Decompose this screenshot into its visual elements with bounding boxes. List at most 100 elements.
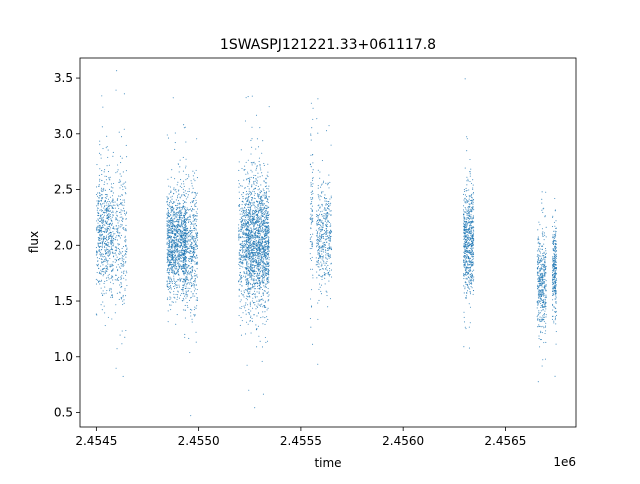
data-point bbox=[179, 224, 181, 226]
data-point bbox=[256, 346, 258, 348]
data-point bbox=[104, 249, 106, 251]
data-point bbox=[261, 229, 263, 231]
data-point bbox=[326, 222, 328, 224]
data-point bbox=[112, 296, 114, 298]
data-point bbox=[243, 232, 245, 234]
data-point bbox=[268, 213, 270, 215]
data-point bbox=[324, 274, 326, 276]
data-point bbox=[111, 270, 113, 272]
data-point bbox=[169, 245, 171, 247]
data-point bbox=[166, 285, 168, 288]
data-point bbox=[262, 245, 264, 247]
data-point bbox=[113, 237, 115, 239]
data-point bbox=[255, 178, 257, 180]
data-point bbox=[259, 300, 261, 302]
data-point bbox=[247, 218, 249, 220]
data-point bbox=[97, 212, 99, 214]
data-point bbox=[324, 232, 326, 234]
data-point bbox=[243, 227, 245, 229]
data-point bbox=[310, 241, 312, 243]
data-point bbox=[243, 206, 246, 208]
data-point bbox=[247, 274, 249, 276]
data-point bbox=[246, 230, 248, 232]
data-point bbox=[312, 198, 314, 200]
data-point bbox=[172, 260, 175, 262]
data-point bbox=[250, 244, 252, 247]
data-point bbox=[259, 127, 261, 129]
data-point bbox=[181, 289, 183, 291]
data-point bbox=[252, 270, 255, 272]
data-point bbox=[249, 296, 251, 298]
data-point bbox=[187, 217, 189, 219]
data-point bbox=[265, 193, 267, 195]
data-point bbox=[264, 249, 266, 251]
data-point bbox=[249, 181, 251, 183]
data-point bbox=[250, 243, 252, 245]
data-point bbox=[263, 189, 265, 192]
data-point bbox=[196, 299, 199, 301]
data-point bbox=[174, 189, 176, 191]
data-point bbox=[188, 240, 190, 242]
data-point bbox=[97, 203, 99, 205]
data-point bbox=[120, 267, 122, 269]
data-point bbox=[317, 266, 319, 268]
data-point bbox=[114, 252, 116, 254]
data-point bbox=[190, 202, 192, 204]
data-point bbox=[258, 220, 260, 223]
data-point bbox=[258, 335, 260, 337]
data-point bbox=[112, 192, 114, 194]
data-point bbox=[108, 278, 110, 280]
data-point bbox=[260, 221, 262, 223]
data-point bbox=[261, 199, 263, 201]
data-point bbox=[254, 244, 256, 246]
data-point bbox=[263, 285, 265, 287]
data-point bbox=[264, 220, 266, 222]
data-point bbox=[177, 202, 179, 205]
data-point bbox=[262, 265, 264, 267]
data-point bbox=[246, 214, 248, 216]
data-point bbox=[187, 194, 189, 196]
data-point bbox=[120, 278, 122, 280]
data-point bbox=[246, 263, 248, 265]
data-point bbox=[185, 233, 187, 235]
data-point bbox=[317, 216, 319, 218]
data-point bbox=[189, 257, 191, 260]
data-point bbox=[253, 267, 255, 269]
data-point bbox=[330, 256, 332, 258]
data-point bbox=[187, 287, 189, 289]
data-point bbox=[311, 244, 313, 246]
data-point bbox=[180, 183, 183, 185]
data-point bbox=[99, 251, 101, 254]
data-point bbox=[106, 207, 109, 209]
data-point bbox=[185, 234, 187, 236]
data-point bbox=[250, 139, 252, 142]
data-point bbox=[108, 246, 110, 248]
data-point bbox=[170, 217, 172, 220]
data-point bbox=[192, 293, 194, 295]
data-point bbox=[112, 239, 114, 241]
data-point bbox=[326, 215, 328, 217]
data-point bbox=[258, 300, 260, 302]
data-point bbox=[187, 209, 190, 211]
data-point bbox=[185, 179, 187, 181]
data-point bbox=[97, 204, 99, 206]
data-point bbox=[251, 221, 253, 223]
data-point bbox=[264, 305, 266, 307]
data-point bbox=[106, 280, 108, 282]
data-point bbox=[107, 238, 109, 240]
data-point bbox=[177, 225, 180, 227]
data-point bbox=[182, 170, 184, 172]
data-point bbox=[118, 266, 121, 268]
data-point bbox=[259, 217, 261, 219]
data-point bbox=[248, 206, 250, 208]
data-point bbox=[102, 290, 104, 292]
data-point bbox=[95, 278, 97, 280]
data-point bbox=[186, 219, 188, 221]
data-point bbox=[177, 190, 179, 192]
data-point bbox=[261, 211, 263, 213]
data-point bbox=[167, 253, 170, 255]
data-point bbox=[182, 290, 184, 292]
data-point bbox=[181, 186, 183, 189]
data-point bbox=[184, 245, 186, 247]
data-point bbox=[241, 247, 244, 249]
